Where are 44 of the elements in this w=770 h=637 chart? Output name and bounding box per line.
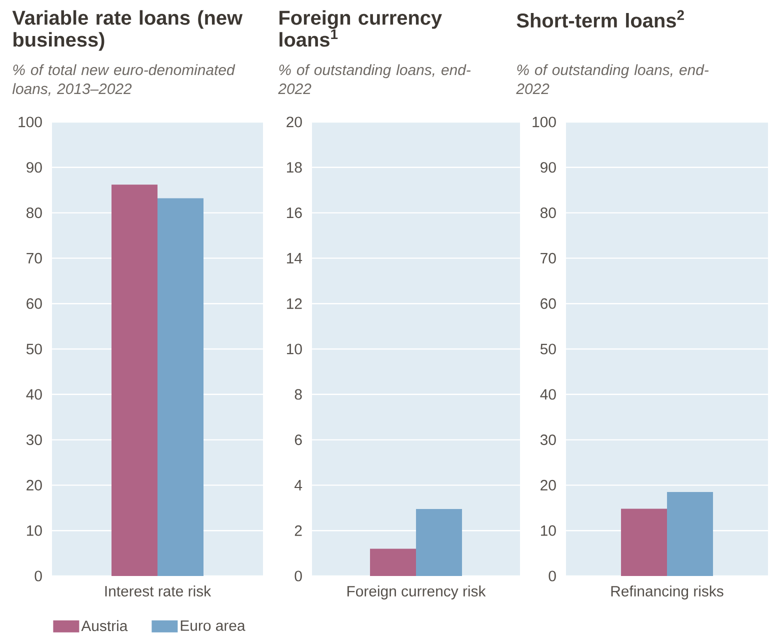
y-tick-label: 40: [26, 389, 42, 400]
y-tick-label: 18: [287, 162, 302, 173]
chart-title: Variable rate loans (new business): [12, 10, 243, 51]
y-tick-label: 0: [294, 570, 302, 582]
legend-label: Austria: [81, 620, 128, 632]
x-tick-label: Refinancing risks: [611, 586, 724, 600]
y-tick-label: 10: [541, 525, 556, 536]
chart-title: Short-term loans$^{2}$: [516, 10, 684, 28]
y-tick-label: 16: [287, 208, 302, 218]
chart-subtitle: % of outstanding loans, end-2022: [516, 64, 709, 94]
y-tick-label: 8: [294, 389, 302, 400]
y-tick-label: 20: [540, 480, 556, 490]
chart-subtitle: % of total new euro-denominated loans, 2013–2022: [12, 64, 236, 96]
y-tick-label: 0: [34, 570, 42, 582]
x-tick-label: Foreign currency risk: [347, 586, 486, 600]
y-tick-label: 60: [540, 298, 556, 309]
y-tick-label: 100: [532, 116, 556, 128]
y-tick-label: 0: [548, 570, 556, 582]
y-tick-label: 14: [287, 253, 302, 264]
y-tick-label: 12: [287, 298, 302, 309]
y-tick-label: 80: [26, 208, 42, 218]
y-tick-label: 20: [26, 480, 42, 490]
y-tick-label: 10: [287, 344, 302, 354]
y-tick-label: 70: [540, 252, 556, 264]
legend-label: Euro area: [180, 620, 246, 631]
y-tick-label: 6: [294, 434, 302, 446]
y-tick-label: 90: [540, 162, 556, 173]
y-tick-label: 80: [540, 208, 556, 218]
y-tick-label: 50: [540, 344, 556, 354]
y-tick-label: 10: [27, 525, 42, 536]
chart-subtitle: % of outstanding loans, end-2022: [278, 64, 471, 94]
chart-title: Foreign currency loans$^{1}$: [280, 10, 442, 47]
x-tick-label: Interest rate risk: [105, 586, 212, 596]
y-tick-label: 90: [26, 162, 42, 173]
y-tick-label: 70: [26, 252, 42, 264]
y-tick-label: 2: [294, 525, 302, 536]
y-tick-label: 30: [26, 434, 42, 446]
y-tick-label: 4: [294, 480, 302, 490]
y-tick-label: 60: [26, 298, 42, 309]
y-tick-label: 20: [286, 116, 302, 128]
y-tick-label: 30: [540, 434, 556, 446]
y-tick-label: 50: [26, 344, 42, 354]
y-tick-label: 40: [540, 389, 556, 400]
y-tick-label: 100: [18, 116, 42, 128]
